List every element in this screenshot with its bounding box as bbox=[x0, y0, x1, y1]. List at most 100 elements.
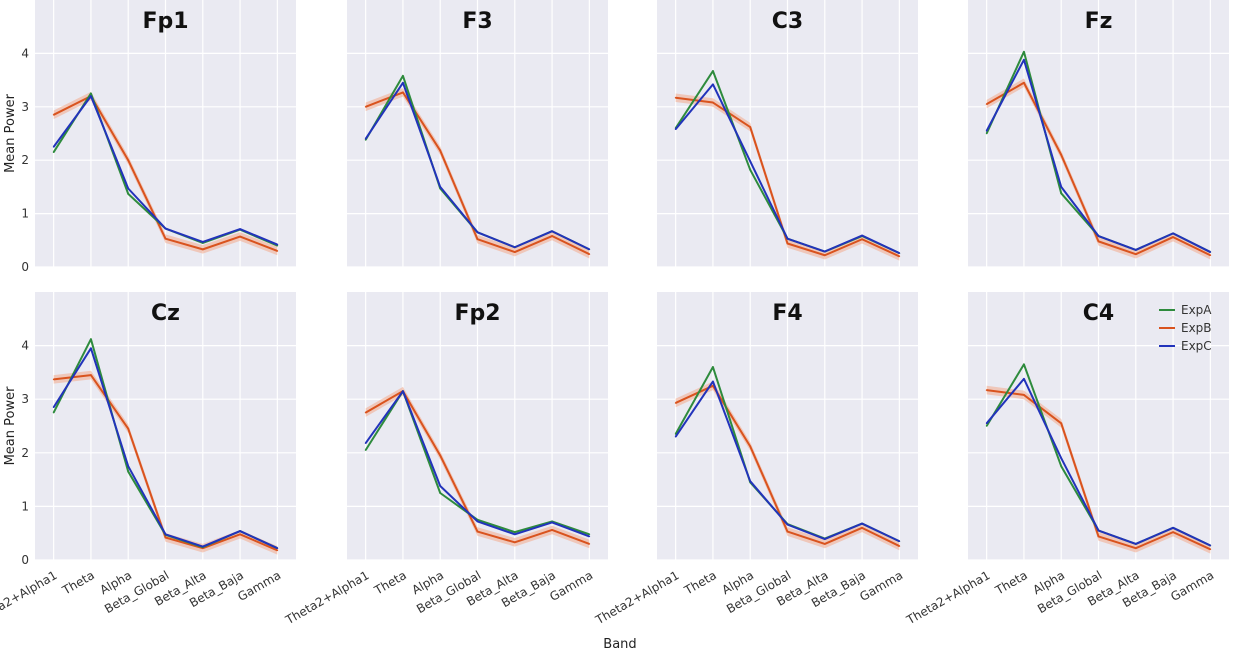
data-point-expb bbox=[861, 238, 863, 241]
y-tick-label: 4 bbox=[21, 46, 29, 60]
data-point-expa bbox=[402, 75, 404, 77]
panel-fp1: 0 1 2 3 4 Fp1 bbox=[21, 0, 296, 274]
data-point-expb bbox=[1134, 253, 1137, 255]
data-point-expc bbox=[749, 160, 752, 163]
data-point-expb bbox=[1172, 531, 1174, 533]
data-point-expc bbox=[861, 234, 863, 237]
y-tick-label: 3 bbox=[21, 100, 29, 114]
data-point-expb bbox=[985, 103, 988, 105]
data-point-expb bbox=[513, 541, 516, 544]
data-point-expb bbox=[861, 527, 863, 529]
data-point-expb bbox=[164, 237, 167, 240]
data-point-expc bbox=[513, 246, 516, 249]
data-point-expc bbox=[588, 248, 591, 251]
data-point-expc bbox=[439, 485, 442, 487]
x-tick-label: Theta2+Alpha1 bbox=[0, 568, 60, 628]
data-point-expc bbox=[239, 228, 241, 230]
data-point-expb bbox=[127, 427, 130, 430]
data-point-expb bbox=[551, 529, 553, 531]
data-point-expb bbox=[201, 248, 204, 251]
data-point-expa bbox=[52, 151, 55, 153]
data-point-expb bbox=[823, 543, 826, 545]
panel-title: Fz bbox=[1085, 9, 1113, 34]
x-tick-label: Gamma bbox=[1168, 568, 1216, 604]
data-point-expa bbox=[712, 366, 714, 368]
data-point-expc bbox=[276, 243, 279, 246]
legend-label: ExpA bbox=[1181, 303, 1212, 317]
data-point-expb bbox=[1023, 81, 1025, 84]
data-point-expc bbox=[1209, 251, 1212, 253]
data-point-expb bbox=[364, 411, 367, 414]
data-point-expb bbox=[513, 251, 516, 253]
data-point-expc bbox=[1023, 59, 1025, 61]
panel-fp2: Theta2+Alpha1 Theta AlphaBeta_GlobalBeta_A… bbox=[282, 292, 608, 628]
panel-f4: Theta2+Alpha1 Theta AlphaBeta_GlobalBeta_A… bbox=[592, 292, 918, 628]
panel-title: C3 bbox=[772, 9, 803, 34]
y-tick-label: 2 bbox=[21, 446, 29, 460]
data-point-expc bbox=[1172, 232, 1174, 235]
data-point-expb bbox=[1172, 236, 1174, 238]
y-axis-label: Mean Power bbox=[3, 93, 18, 173]
data-point-expc bbox=[1172, 527, 1174, 529]
data-point-expb bbox=[164, 536, 167, 539]
data-point-expa bbox=[1060, 192, 1063, 195]
data-point-expc bbox=[90, 95, 92, 97]
data-point-expc bbox=[898, 252, 901, 254]
data-point-expc bbox=[364, 138, 367, 140]
data-point-expb bbox=[898, 255, 901, 258]
data-point-expc bbox=[164, 227, 167, 230]
data-point-expb bbox=[476, 238, 479, 241]
data-point-expc bbox=[276, 547, 279, 550]
data-point-expa bbox=[127, 470, 130, 473]
data-point-expc bbox=[551, 230, 553, 233]
data-point-expc bbox=[201, 241, 204, 243]
data-point-expc bbox=[476, 520, 479, 523]
expb-confidence-band bbox=[675, 381, 900, 551]
data-point-expa bbox=[52, 411, 55, 414]
data-point-expc bbox=[823, 538, 826, 540]
x-tick-label: Gamma bbox=[547, 568, 595, 604]
data-point-expc bbox=[1097, 529, 1100, 532]
panel-f3: F3 bbox=[347, 0, 608, 268]
x-tick-label: Theta bbox=[371, 568, 409, 598]
data-point-expb bbox=[786, 530, 789, 533]
data-point-expc bbox=[1097, 235, 1100, 237]
data-point-expb bbox=[749, 445, 752, 448]
panel-title: F3 bbox=[462, 9, 492, 34]
x-tick-label: Theta2+Alpha1 bbox=[592, 568, 681, 628]
data-point-expa bbox=[439, 492, 442, 494]
x-tick-label: Theta bbox=[992, 568, 1030, 598]
data-point-expa bbox=[127, 193, 130, 195]
data-point-expc bbox=[127, 465, 130, 468]
data-point-expa bbox=[90, 92, 92, 95]
data-point-expa bbox=[1023, 50, 1025, 53]
data-point-expc bbox=[1023, 378, 1025, 380]
data-point-expb bbox=[239, 533, 241, 536]
data-point-expc bbox=[1060, 457, 1063, 459]
x-axis-label: Band bbox=[603, 637, 636, 648]
data-point-expb bbox=[1097, 240, 1100, 243]
data-point-expc bbox=[1209, 544, 1212, 547]
data-point-expb bbox=[1097, 535, 1100, 538]
data-point-expb bbox=[52, 378, 55, 381]
expb-confidence-band bbox=[53, 91, 278, 256]
data-point-expc bbox=[164, 533, 167, 536]
data-point-expc bbox=[127, 187, 130, 190]
data-point-expb bbox=[588, 543, 591, 545]
data-point-expc bbox=[52, 146, 55, 148]
data-point-expc bbox=[786, 237, 789, 240]
expb-confidence-band bbox=[986, 385, 1211, 554]
data-point-expa bbox=[588, 533, 591, 536]
x-tick-label: Gamma bbox=[857, 568, 905, 604]
data-point-expb bbox=[439, 454, 442, 457]
x-tick-label: Theta2+Alpha1 bbox=[282, 568, 371, 628]
data-point-expc bbox=[402, 390, 404, 392]
data-point-expc bbox=[551, 521, 553, 524]
data-point-expa bbox=[1023, 363, 1025, 366]
data-point-expc bbox=[1134, 543, 1137, 545]
panel-title: Fp2 bbox=[454, 301, 500, 326]
data-point-expb bbox=[239, 235, 241, 238]
panel-fz: Fz bbox=[968, 0, 1229, 268]
